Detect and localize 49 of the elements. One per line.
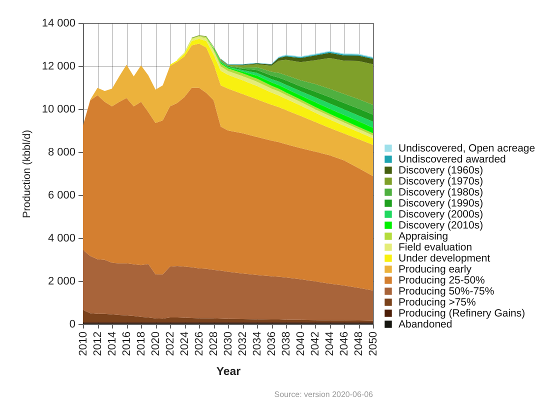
y-tick-label: 12 000 [42,60,76,72]
x-tick-label: 2010 [78,332,90,356]
x-tick-label: 2022 [164,332,176,356]
x-tick-label: 2014 [106,332,118,356]
x-tick-label: 2048 [353,332,365,356]
x-tick-label: 2016 [121,332,133,356]
x-tick-label: 2028 [208,332,220,356]
legend-label: Producing >75% [398,296,476,308]
x-tick-label: 2040 [295,332,307,356]
legend-label: Discovery (1960s) [398,164,484,176]
legend-label: Producing (Refinery Gains) [398,307,526,320]
y-tick-label: 4 000 [48,232,76,244]
x-tick-label: 2046 [338,332,350,356]
x-axis-title: Year [216,366,242,378]
y-tick-label: 6 000 [48,190,76,202]
legend-label: Discovery (2000s) [398,208,484,220]
legend-label: Discovery (1970s) [398,175,484,188]
x-tick-label: 2044 [324,332,336,356]
x-tick-label: 2050 [368,332,380,356]
x-tick-label: 2038 [280,332,292,356]
x-tick-label: 2032 [237,332,249,356]
y-tick-label: 2 000 [48,276,76,288]
y-tick-label: 0 [69,318,76,330]
x-tick-label: 2012 [92,332,104,356]
legend-label: Undiscovered, Open acreage [398,142,536,154]
legend-label: Discovery (1980s) [398,186,484,198]
y-axis-title: Production (kbbl/d) [20,130,33,218]
legend-label: Under development [398,252,490,264]
legend-label: Discovery (1990s) [398,197,484,210]
x-tick-label: 2036 [266,332,278,356]
legend-label: Undiscovered awarded [398,153,506,166]
y-tick-label: 8 000 [48,146,76,158]
x-tick-label: 2026 [194,332,206,356]
x-tick-label: 2020 [150,332,162,356]
legend-label: Discovery (2010s) [398,219,484,232]
x-tick-label: 2024 [179,332,191,356]
x-tick-label: 2034 [252,332,264,356]
legend-label: Producing 25-50% [398,274,485,286]
legend-label: Producing early [398,263,472,276]
x-tick-label: 2042 [310,332,322,356]
legend-label: Abandoned [398,318,452,330]
y-tick-label: 14 000 [42,18,76,30]
legend-label: Field evaluation [398,241,472,254]
x-tick-label: 2030 [222,332,234,356]
y-tick-label: 10 000 [42,104,76,116]
source-note: Source: version 2020-06-06 [274,390,374,399]
legend-label: Appraising [398,230,448,242]
x-tick-label: 2018 [136,332,148,356]
legend-label: Producing 50%-75% [398,285,494,298]
